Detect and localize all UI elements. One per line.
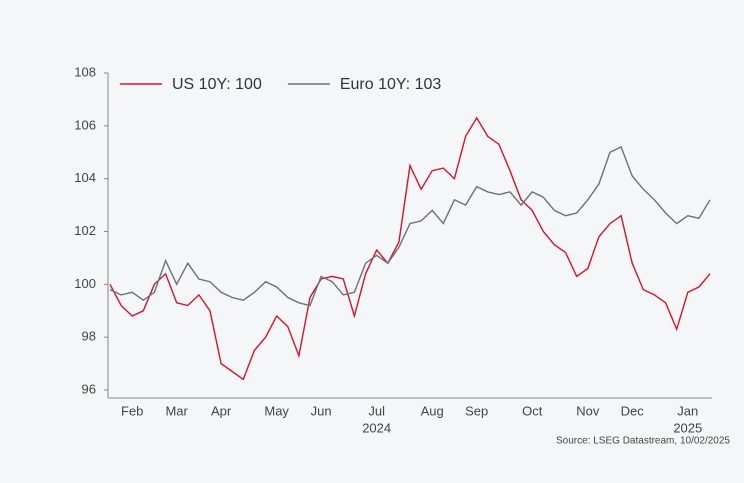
x-tick-label: Sep [465, 403, 488, 418]
x-tick-label: Jul [368, 403, 385, 418]
series-line [109, 116, 711, 381]
x-tick-label: Jan [677, 403, 698, 418]
year-label: 2025 [673, 420, 702, 435]
y-tick-label: 100 [74, 276, 96, 291]
y-tick-label: 108 [74, 64, 96, 79]
x-tick-label: Aug [421, 403, 444, 418]
x-tick-label: Jun [311, 403, 332, 418]
y-tick-label: 104 [74, 170, 96, 185]
x-tick-label: Oct [522, 403, 543, 418]
x-tick-label: May [264, 403, 289, 418]
legend-label: Euro 10Y: 103 [340, 76, 442, 93]
y-tick-label: 102 [74, 223, 96, 238]
y-tick-label: 106 [74, 117, 96, 132]
y-tick-label: 96 [82, 381, 96, 396]
legend-label: US 10Y: 100 [172, 76, 262, 93]
source: Source: LSEG Datastream, 10/02/2025 [556, 436, 730, 447]
x-tick-label: Mar [165, 403, 188, 418]
x-tick-label: Feb [121, 403, 143, 418]
year-label: 2024 [362, 420, 391, 435]
y-tick-label: 98 [82, 329, 96, 344]
x-tick-label: Dec [621, 403, 645, 418]
series-line [109, 146, 711, 307]
x-tick-label: Nov [576, 403, 600, 418]
x-tick-label: Apr [211, 403, 232, 418]
